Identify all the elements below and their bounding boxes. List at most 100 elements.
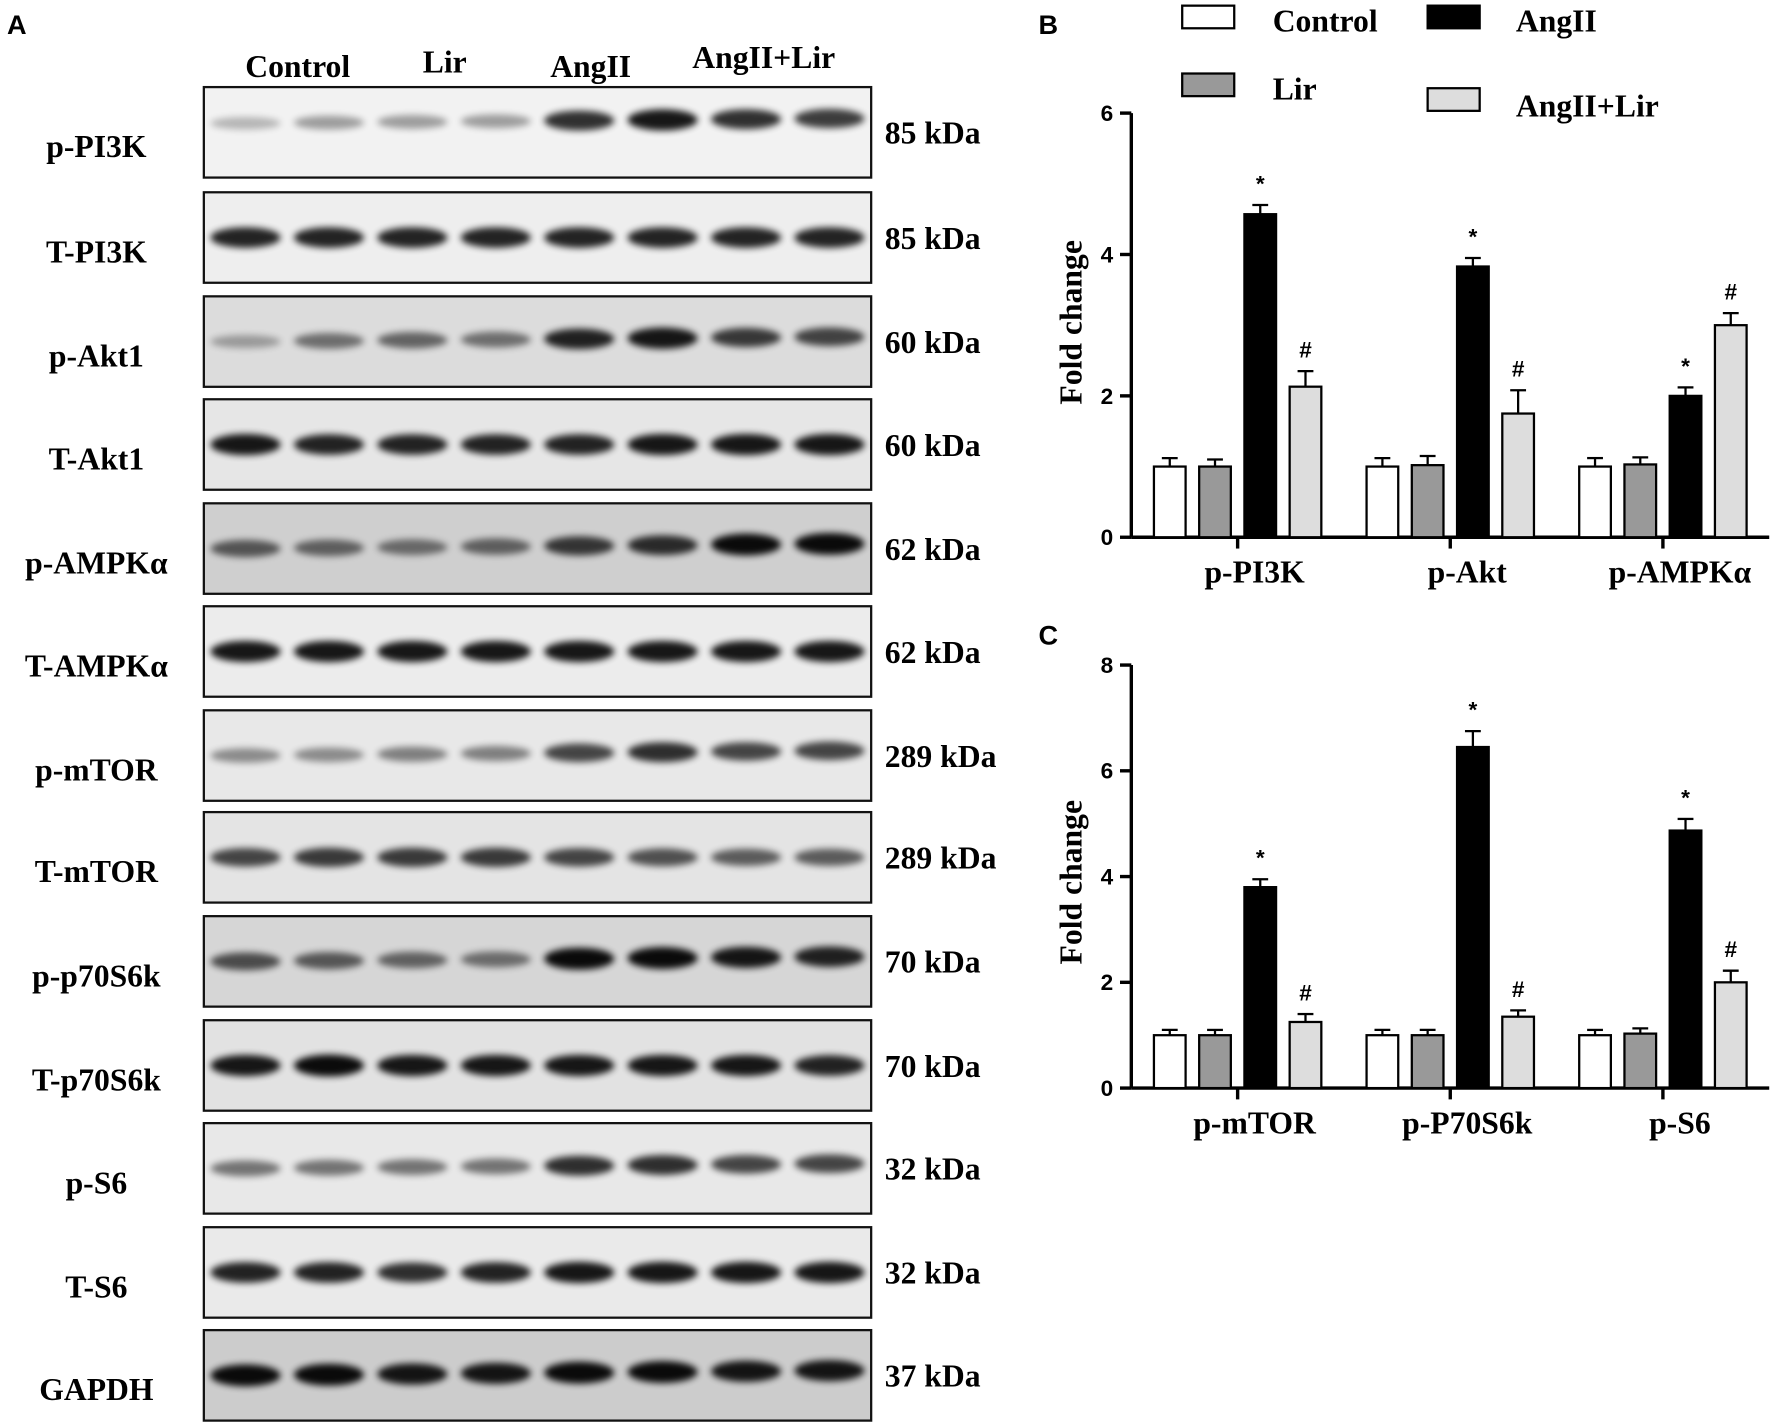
blot-band (210, 1364, 281, 1387)
blot-band (627, 742, 698, 763)
blot-band (627, 1261, 698, 1284)
blot-band (627, 1361, 698, 1383)
blot-band (293, 1363, 364, 1386)
x-tick-label: p-S6 (1649, 1105, 1711, 1140)
row-label: p-PI3K (46, 129, 147, 164)
blot-band (794, 848, 865, 866)
row-weight: 85 kDa (885, 221, 981, 256)
significance-marker: # (1512, 977, 1525, 1002)
blot-band (210, 433, 281, 456)
blot-band (544, 536, 615, 556)
x-tick-label: p-Akt (1428, 554, 1508, 589)
blot-band (377, 434, 448, 455)
blot-row: T-p70S6k 70 kDa (32, 1019, 981, 1112)
blot-row: T-PI3K 85 kDa (46, 191, 981, 284)
blot-band (794, 108, 865, 129)
bar (1365, 465, 1400, 539)
significance-marker: * (1681, 354, 1690, 379)
x-tick-label: p-P70S6k (1402, 1105, 1533, 1140)
blot-band (377, 1054, 448, 1077)
lane-label: AngII+Lir (692, 40, 835, 75)
blot-band (293, 640, 364, 663)
row-label: p-mTOR (35, 752, 159, 787)
x-tick-label: p-AMPKα (1609, 554, 1752, 589)
blot-band (210, 952, 281, 971)
blot-row: p-PI3K 85 kDa (46, 85, 981, 179)
blot-row: p-p70S6k 70 kDa (32, 915, 981, 1008)
blot-band (210, 1054, 281, 1077)
legend-swatch (1181, 4, 1236, 30)
row-label: T-Akt1 (49, 441, 145, 476)
blot-band (460, 951, 531, 968)
blot-band (544, 947, 615, 970)
blot-band (711, 109, 782, 130)
bar (1501, 412, 1536, 539)
blot-band (794, 532, 865, 555)
row-weight: 60 kDa (885, 325, 981, 360)
blot-band (210, 848, 281, 867)
lane-label: Control (245, 49, 350, 84)
blot-band (544, 227, 615, 248)
row-weight: 289 kDa (885, 739, 997, 774)
blot-band (627, 640, 698, 663)
blot-band (544, 743, 615, 763)
y-tick-label: 8 (1101, 653, 1114, 678)
blot-band (210, 640, 281, 663)
row-label: T-PI3K (46, 234, 147, 269)
blot-band (460, 1158, 531, 1175)
blot-band (460, 1262, 531, 1283)
blot-row: p-mTOR 289 kDa (35, 709, 997, 802)
x-tick-label: p-PI3K (1204, 554, 1305, 589)
blot-band (711, 433, 782, 456)
row-weight: 62 kDa (885, 532, 981, 567)
blot-band (544, 328, 615, 350)
blot-band (460, 1054, 531, 1077)
panel-letter: C (1039, 620, 1059, 651)
bar (1152, 465, 1187, 539)
blot-band (794, 640, 865, 663)
bar (1410, 464, 1445, 539)
blot-band (293, 539, 364, 557)
blot-band (377, 746, 448, 762)
blot-band (210, 1262, 281, 1283)
blot-row: T-S6 32 kDa (65, 1226, 981, 1319)
blot-band (293, 952, 364, 970)
blot-band (460, 1362, 531, 1384)
blot-band (794, 946, 865, 967)
blot-band (711, 848, 782, 866)
row-weight: 62 kDa (885, 635, 981, 670)
significance-marker: # (1299, 980, 1312, 1005)
blot-band (794, 1154, 865, 1173)
blot-band (711, 327, 782, 348)
y-tick-label: 4 (1101, 242, 1114, 267)
bar (1623, 463, 1658, 539)
blot-band (460, 640, 531, 663)
blot-band (460, 114, 531, 129)
bar (1410, 1034, 1445, 1090)
bar (1243, 886, 1278, 1090)
blot-band (293, 1159, 364, 1176)
blot-band (210, 539, 281, 558)
row-weight: 60 kDa (885, 428, 981, 463)
legend-label: AngII+Lir (1516, 88, 1659, 123)
bar (1668, 829, 1703, 1090)
x-tick-label: p-mTOR (1193, 1105, 1317, 1140)
blot-band (627, 848, 698, 867)
panel-letter: A (7, 9, 27, 40)
blot-band (544, 640, 615, 663)
y-tick-label: 0 (1101, 1076, 1114, 1101)
blot-row: T-Akt1 60 kDa (49, 398, 981, 491)
row-weight: 32 kDa (885, 1152, 981, 1187)
row-label: T-S6 (65, 1269, 127, 1304)
bar (1501, 1015, 1536, 1090)
significance-marker: # (1299, 338, 1312, 363)
blot-band (377, 331, 448, 349)
row-label: T-AMPKα (25, 648, 168, 683)
row-label: p-AMPKα (25, 545, 168, 580)
blot-band (377, 847, 448, 867)
blot-band (377, 1363, 448, 1385)
blot-band (794, 227, 865, 248)
row-weight: 70 kDa (885, 945, 981, 980)
y-axis-label: Fold change (1054, 800, 1089, 964)
